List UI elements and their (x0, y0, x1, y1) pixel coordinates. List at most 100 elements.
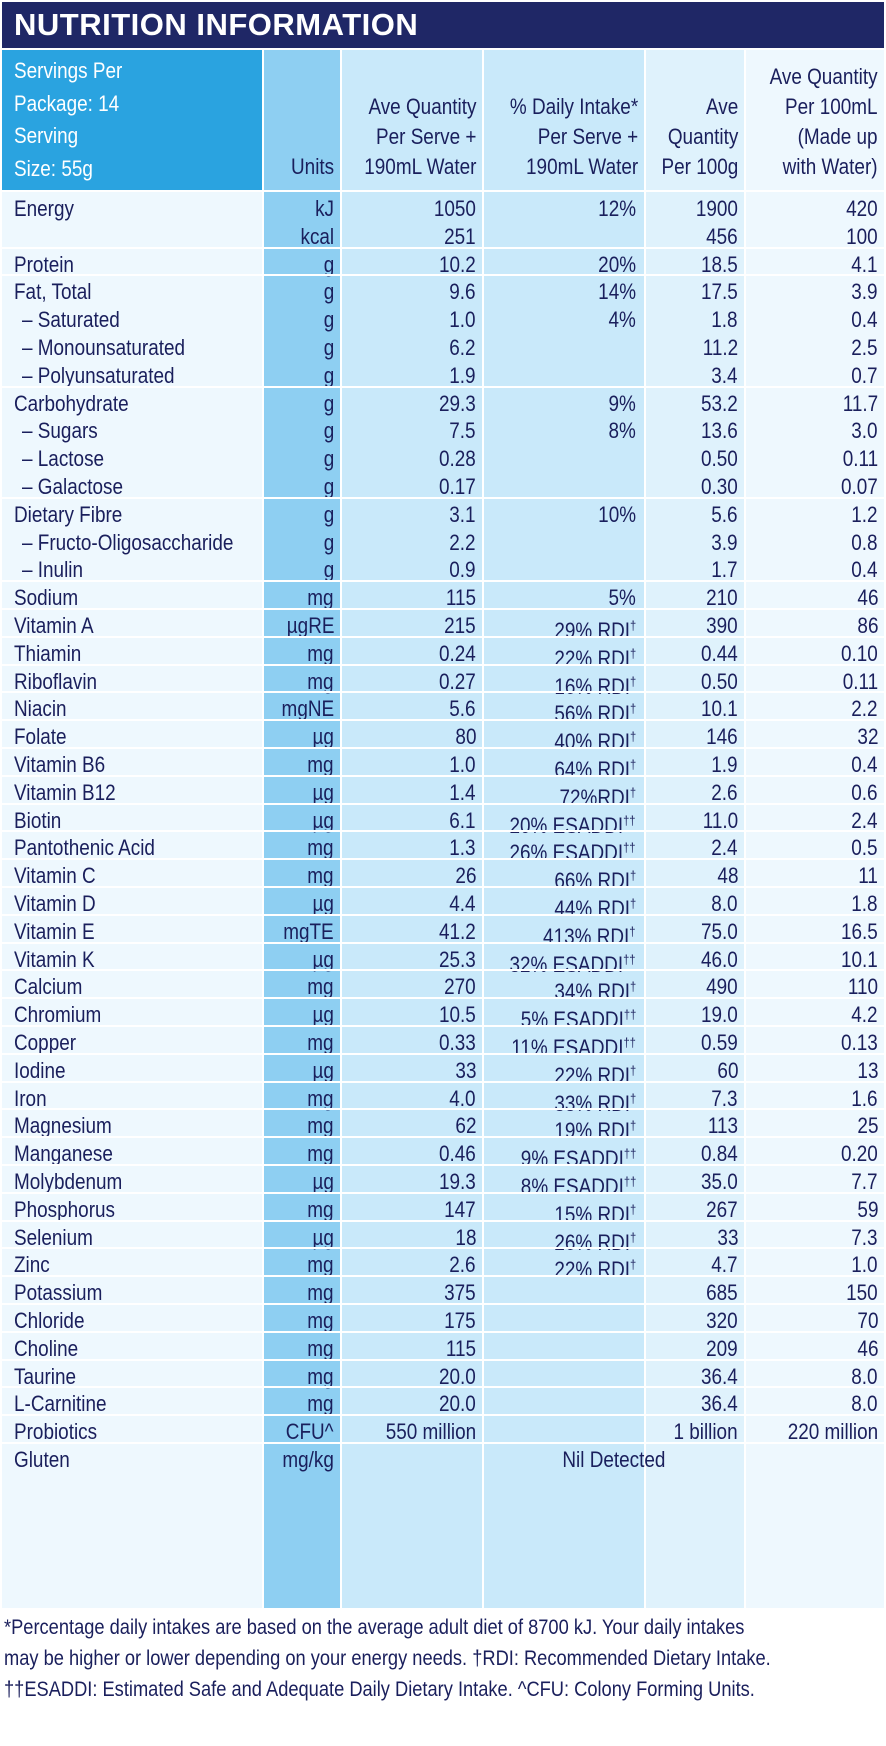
footnote-mark: †† (623, 1035, 636, 1050)
nutrient-name: – Inulin (22, 555, 270, 585)
per-serve-cell-text: 3.1 (449, 502, 476, 527)
per-100g-header-label: Ave Quantity Per 100g (661, 94, 738, 179)
nutrient-name: Potassium (14, 1278, 262, 1308)
nutrient-name-text: – Monounsaturated (22, 335, 186, 360)
per-100ml-cell: 0.07 (746, 472, 878, 502)
daily-intake-cell-wrap: 413% RDI† (544, 917, 636, 952)
footnote-mark: † (629, 1091, 636, 1106)
row-divider (2, 858, 884, 860)
row-divider (2, 636, 884, 638)
per-100ml-cell-text: 0.4 (851, 307, 878, 332)
per-serve-cell: 147 (342, 1195, 476, 1225)
footnote-mark: † (629, 729, 636, 744)
servings-info: Servings Per Package: 14 Serving Size: 5… (14, 56, 122, 184)
table-row: Carbohydrate g 29.3 9% 53.2 11.7 (0, 389, 886, 419)
per-100ml-cell: 0.10 (746, 639, 878, 669)
daily-intake-cell-wrap: 16% RDI† (554, 667, 636, 702)
per-100ml-cell: 46 (746, 583, 878, 613)
unit-cell-text: mg (307, 1336, 334, 1361)
nutrient-name-text: Vitamin B12 (14, 780, 116, 805)
merged-value-cell: Nil Detected (484, 1445, 744, 1475)
unit-cell-text: mgTE (283, 919, 334, 944)
daily-intake-cell-text: 22% RDI (554, 646, 630, 671)
nutrient-name: – Lactose (22, 444, 270, 474)
per-100g-cell: 0.84 (646, 1139, 738, 1169)
per-serve-cell: 375 (342, 1278, 476, 1308)
table-row: Vitamin D µg 4.4 44% RDI† 8.0 1.8 (0, 889, 886, 921)
table-row: Manganese mg 0.46 9% ESADDI†† 0.84 0.20 (0, 1139, 886, 1171)
daily-intake-cell-text: 22% RDI (554, 1063, 630, 1088)
per-100g-cell: 3.9 (646, 528, 738, 558)
per-100ml-cell-text: 4.2 (851, 1002, 878, 1027)
per-100ml-cell: 46 (746, 1334, 878, 1364)
per-100ml-cell: 2.4 (746, 806, 878, 836)
daily-intake-cell-text: 56% RDI (554, 701, 630, 726)
daily-intake-cell: 8% (484, 416, 636, 446)
unit-cell: mg (264, 1306, 334, 1336)
per-100g-cell-text: 3.4 (711, 363, 738, 388)
per-100ml-cell-text: 2.2 (851, 696, 878, 721)
per-serve-cell: 0.9 (342, 555, 476, 585)
per-100g-cell: 113 (646, 1111, 738, 1141)
nutrient-name-text: Riboflavin (14, 669, 98, 694)
per-100ml-cell: 0.5 (746, 833, 878, 863)
per-100g-cell-text: 53.2 (701, 391, 738, 416)
nutrient-name: Copper (14, 1028, 262, 1058)
units-header-label: Units (290, 154, 334, 179)
unit-cell: mg (264, 833, 334, 863)
per-serve-cell-text: 25.3 (439, 947, 476, 972)
unit-cell-text: mg (307, 1308, 334, 1333)
nutrient-name: Selenium (14, 1223, 262, 1253)
per-100g-cell: 1.8 (646, 305, 738, 335)
table-row: Vitamin E mgTE 41.2 413% RDI† 75.0 16.5 (0, 917, 886, 949)
nutrient-name-text: Folate (14, 724, 67, 749)
footnote-mark: † (629, 757, 636, 772)
unit-cell: mg (264, 1250, 334, 1280)
per-serve-cell: 9.6 (342, 277, 476, 307)
per-100ml-cell: 86 (746, 611, 878, 641)
daily-intake-cell-wrap: 22% RDI† (554, 639, 636, 674)
per-100g-cell: 10.1 (646, 694, 738, 724)
per-100ml-cell-text: 0.4 (851, 557, 878, 582)
daily-intake-cell-text: 29% RDI (554, 618, 630, 643)
unit-cell: g (264, 389, 334, 419)
per-serve-cell: 19.3 (342, 1167, 476, 1197)
unit-cell-text: g (323, 530, 334, 555)
daily-intake-cell-text: 19% RDI (554, 1118, 630, 1143)
per-100ml-cell: 59 (746, 1195, 878, 1225)
per-100g-cell-text: 48 (716, 863, 738, 888)
daily-intake-cell: 22% RDI† (484, 1056, 636, 1088)
per-serve-cell-text: 215 (444, 613, 476, 638)
per-100g-cell-text: 46.0 (701, 947, 738, 972)
per-100ml-cell-text: 16.5 (841, 919, 878, 944)
per-100g-cell: 1.7 (646, 555, 738, 585)
per-100ml-cell-text: 100 (846, 224, 878, 249)
unit-cell-text: mg (307, 974, 334, 999)
row-divider (2, 1081, 884, 1083)
per-100g-cell-text: 7.3 (711, 1086, 738, 1111)
nutrient-name: – Sugars (22, 416, 270, 446)
per-100ml-cell-text: 4.1 (851, 252, 878, 277)
per-100ml-cell: 3.9 (746, 277, 878, 307)
unit-cell: µg (264, 806, 334, 836)
daily-intake-cell-text: 44% RDI (554, 896, 630, 921)
daily-intake-cell-wrap: 15% RDI† (554, 1195, 636, 1230)
per-serve-cell-text: 6.2 (449, 335, 476, 360)
per-100ml-cell: 0.11 (746, 444, 878, 474)
per-100g-cell: 2.6 (646, 778, 738, 808)
servings-line-1: Servings Per (14, 58, 123, 83)
daily-intake-cell-wrap: 64% RDI† (554, 750, 636, 785)
daily-intake-cell: 5% ESADDI†† (484, 1000, 636, 1032)
per-100g-cell-text: 390 (706, 613, 738, 638)
daily-intake-cell: 44% RDI† (484, 889, 636, 921)
nutrient-name-text: Thiamin (14, 641, 82, 666)
per-100ml-cell-text: 1.2 (851, 502, 878, 527)
per-100g-cell: 0.50 (646, 444, 738, 474)
per-serve-cell: 80 (342, 722, 476, 752)
per-serve-cell: 1050 (342, 194, 476, 224)
unit-cell-text: mg (307, 1364, 334, 1389)
per-serve-cell: 10.2 (342, 250, 476, 280)
unit-cell: mg (264, 861, 334, 891)
per-100g-cell: 0.44 (646, 639, 738, 669)
per-100g-cell: 75.0 (646, 917, 738, 947)
